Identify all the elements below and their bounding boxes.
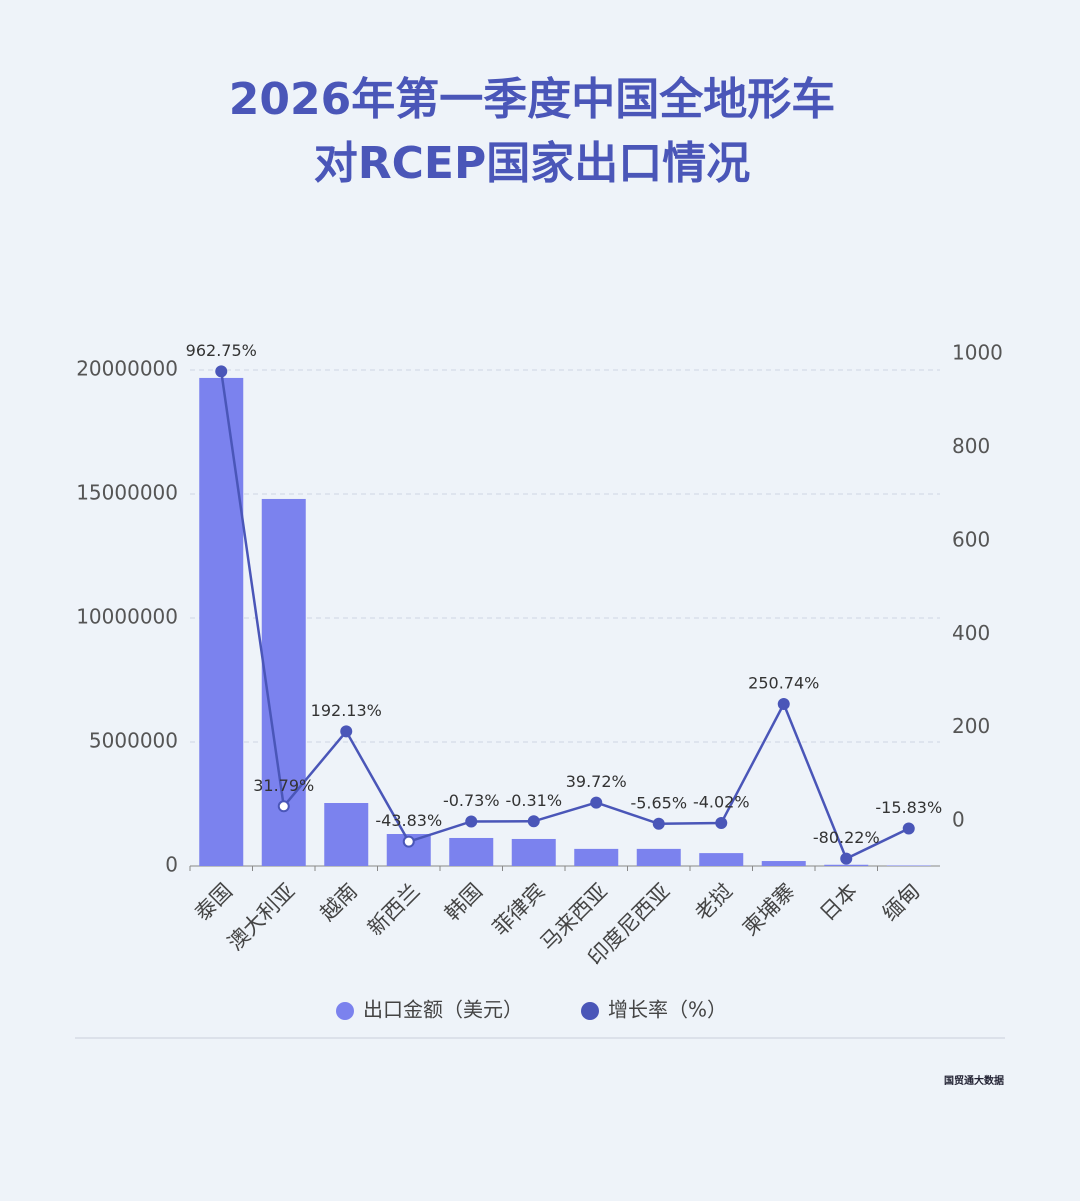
y2-tick-label: 600	[952, 527, 990, 551]
brand: 国贸通大数据	[944, 1074, 1004, 1087]
data-label: 250.74%	[748, 674, 819, 693]
data-label: -4.02%	[693, 793, 750, 812]
data-label: -15.83%	[875, 798, 942, 817]
point	[402, 835, 415, 848]
bar	[324, 803, 369, 866]
point	[465, 815, 478, 828]
data-label: 39.72%	[566, 772, 627, 791]
data-label: 962.75%	[186, 341, 257, 360]
bar	[511, 838, 556, 866]
y2-tick-label: 0	[952, 808, 965, 832]
data-label: -0.31%	[505, 791, 562, 810]
data-label: -0.73%	[443, 791, 500, 810]
point	[840, 852, 853, 865]
bar	[824, 864, 869, 866]
y-tick-label: 15000000	[76, 481, 178, 505]
legend-label: 出口金额（美元）	[363, 998, 523, 1022]
point	[215, 365, 228, 378]
bar	[699, 853, 744, 866]
point	[277, 800, 290, 813]
bar	[636, 848, 681, 866]
chart-title: 2026年第一季度中国全地形车	[229, 74, 835, 125]
data-label: 192.13%	[311, 701, 382, 720]
y2-tick-label: 800	[952, 434, 990, 458]
data-label: -5.65%	[630, 793, 687, 812]
bar	[574, 848, 619, 866]
line	[220, 371, 910, 861]
legend-marker	[336, 1002, 354, 1020]
legend-label: 增长率（%）	[608, 998, 727, 1022]
data-label: -80.22%	[813, 828, 880, 847]
y2-tick-label: 400	[952, 621, 990, 645]
y-tick-label: 20000000	[76, 357, 178, 381]
y2-tick-label: 1000	[952, 341, 1003, 365]
bar	[449, 837, 494, 866]
chart-title: 对RCEP国家出口情况	[314, 138, 750, 189]
data-label: -43.83%	[375, 811, 442, 830]
y-tick-label: 0	[165, 853, 178, 877]
y2-tick-label: 200	[952, 714, 990, 738]
point	[902, 822, 915, 835]
point	[715, 817, 728, 830]
y-tick-label: 10000000	[76, 605, 178, 629]
point	[652, 817, 665, 830]
y-tick-label: 5000000	[89, 729, 178, 753]
point	[777, 698, 790, 711]
bar	[761, 861, 806, 866]
data-label: 31.79%	[253, 776, 314, 795]
bar	[199, 377, 244, 866]
point	[590, 796, 603, 809]
point	[527, 815, 540, 828]
point	[340, 725, 353, 738]
legend-marker	[581, 1002, 599, 1020]
